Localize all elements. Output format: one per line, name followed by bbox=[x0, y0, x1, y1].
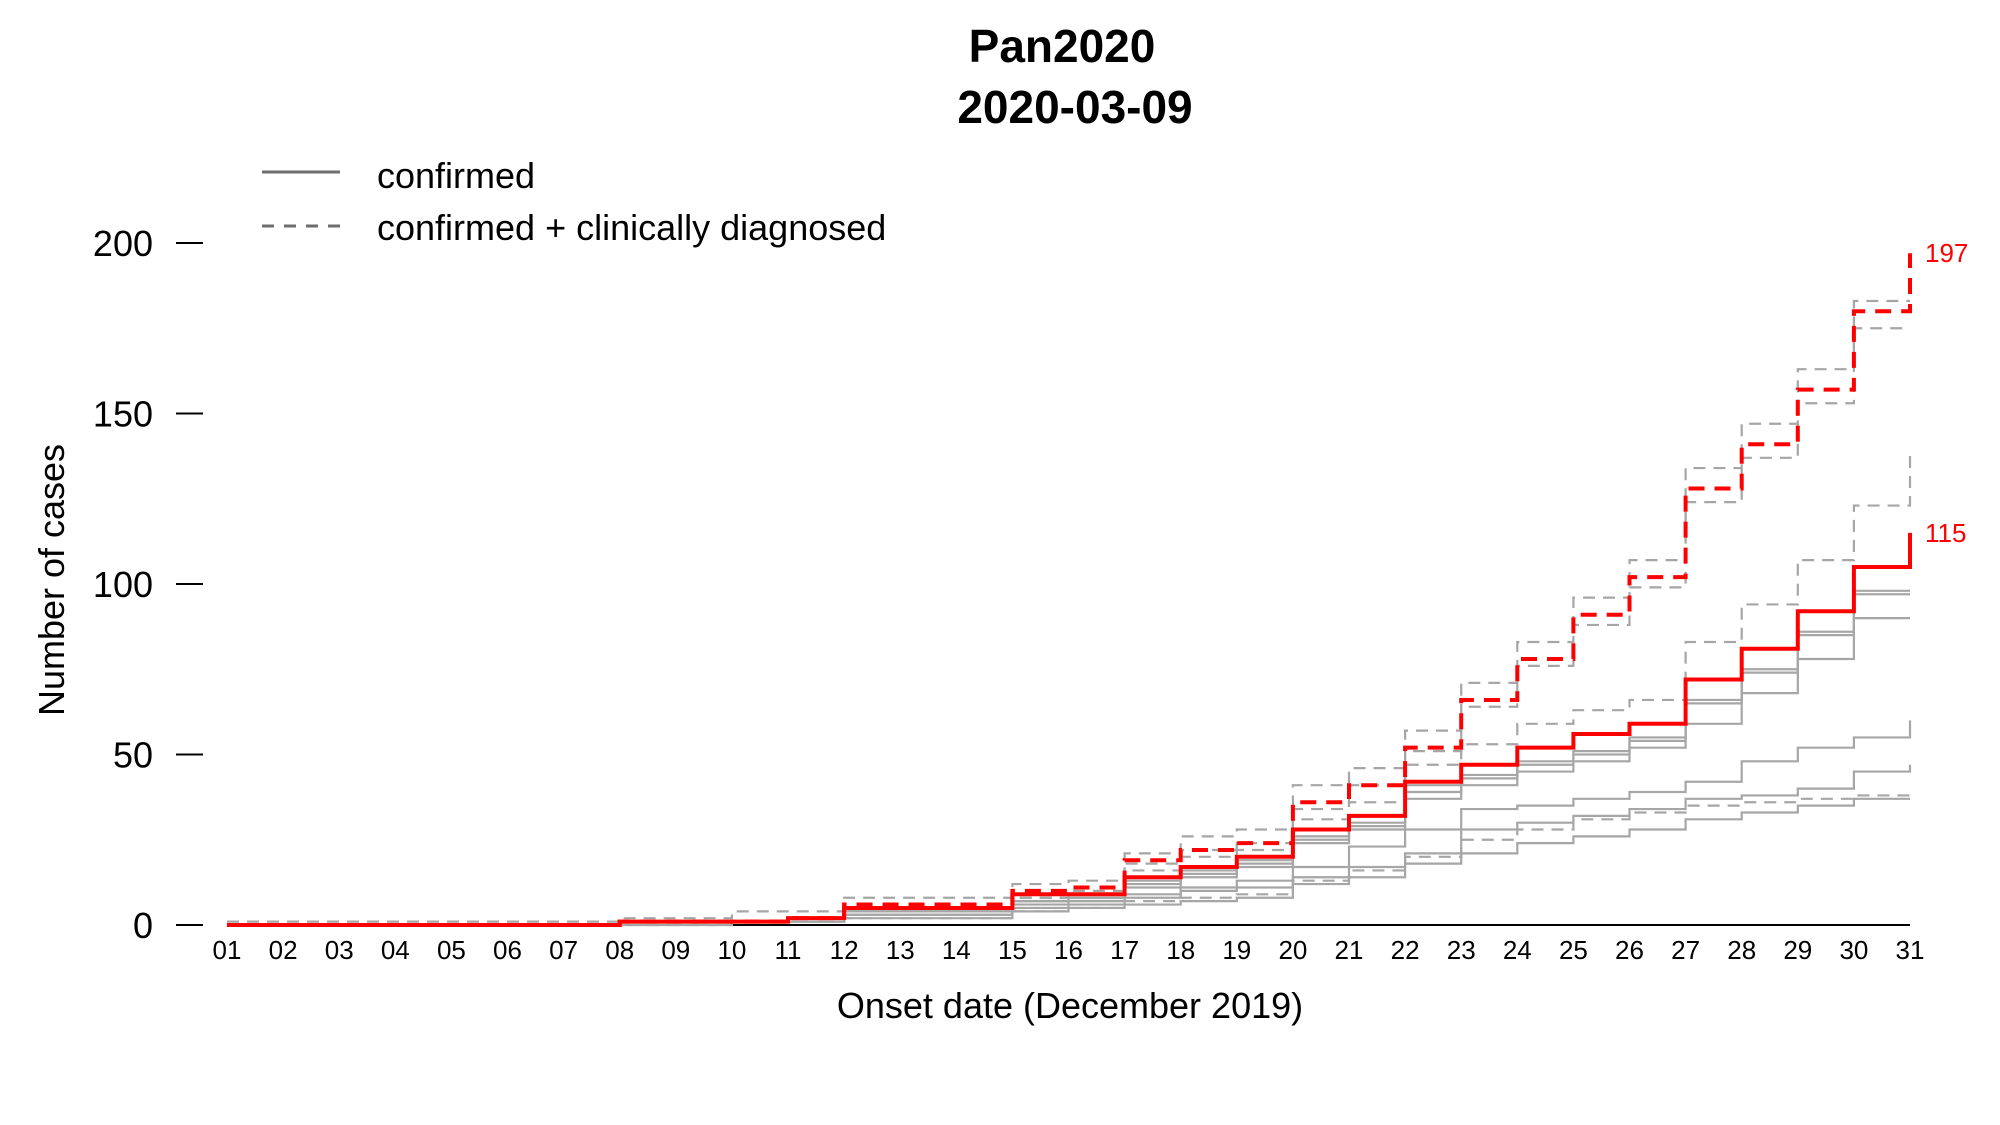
chart-subtitle: 2020-03-09 bbox=[957, 81, 1192, 133]
x-tick-label: 14 bbox=[942, 935, 971, 965]
x-tick-label: 13 bbox=[886, 935, 915, 965]
x-tick-label: 23 bbox=[1447, 935, 1476, 965]
x-tick-label: 19 bbox=[1222, 935, 1251, 965]
x-tick-label: 21 bbox=[1335, 935, 1364, 965]
legend: confirmed confirmed + clinically diagnos… bbox=[262, 155, 886, 248]
x-tick-label: 20 bbox=[1278, 935, 1307, 965]
y-axis: 0 50 100 150 200 bbox=[93, 223, 203, 946]
x-tick-label: 22 bbox=[1391, 935, 1420, 965]
legend-label-confirmed: confirmed bbox=[377, 155, 535, 196]
x-tick-label: 30 bbox=[1839, 935, 1868, 965]
x-tick-label: 17 bbox=[1110, 935, 1139, 965]
x-tick-label: 04 bbox=[381, 935, 410, 965]
y-tick-label: 0 bbox=[133, 905, 153, 946]
x-tick-label: 12 bbox=[830, 935, 859, 965]
highlight-dashed-line bbox=[227, 253, 1912, 927]
x-axis: 01 02 03 04 05 06 07 08 09 10 11 12 13 14 15 16 17 18 19 20… bbox=[213, 924, 1925, 965]
x-tick-label: 28 bbox=[1727, 935, 1756, 965]
x-tick-label: 27 bbox=[1671, 935, 1700, 965]
y-tick-label: 50 bbox=[113, 735, 153, 776]
x-tick-label: 24 bbox=[1503, 935, 1532, 965]
highlight-series bbox=[227, 253, 1912, 927]
background-solid-line bbox=[227, 593, 1910, 927]
x-tick-label: 31 bbox=[1896, 935, 1925, 965]
background-dashed-line bbox=[227, 451, 1912, 927]
background-series bbox=[227, 299, 1912, 927]
x-tick-label: 08 bbox=[605, 935, 634, 965]
x-tick-label: 26 bbox=[1615, 935, 1644, 965]
chart-title: Pan2020 bbox=[969, 20, 1156, 72]
background-solid-line bbox=[227, 589, 1910, 927]
x-tick-label: 11 bbox=[775, 935, 802, 965]
x-tick-label: 09 bbox=[661, 935, 690, 965]
x-tick-label: 03 bbox=[325, 935, 354, 965]
end-labels: 197 115 bbox=[1925, 238, 1968, 548]
highlight-solid-line bbox=[227, 532, 1912, 927]
y-tick-label: 100 bbox=[93, 564, 153, 605]
end-value-label: 197 bbox=[1925, 238, 1968, 268]
x-tick-label: 25 bbox=[1559, 935, 1588, 965]
y-tick-label: 200 bbox=[93, 223, 153, 264]
x-tick-label: 02 bbox=[269, 935, 298, 965]
x-tick-label: 29 bbox=[1783, 935, 1812, 965]
x-tick-label: 07 bbox=[549, 935, 578, 965]
end-value-label: 115 bbox=[1925, 518, 1966, 548]
x-tick-label: 10 bbox=[717, 935, 746, 965]
x-tick-label: 06 bbox=[493, 935, 522, 965]
x-axis-label: Onset date (December 2019) bbox=[837, 985, 1303, 1026]
background-solid-line bbox=[227, 617, 1910, 927]
legend-label-confirmed-clinically: confirmed + clinically diagnosed bbox=[377, 207, 886, 248]
y-axis-label: Number of cases bbox=[31, 444, 72, 716]
x-tick-label: 18 bbox=[1166, 935, 1195, 965]
background-dashed-line bbox=[227, 299, 1910, 923]
x-tick-label: 15 bbox=[998, 935, 1027, 965]
x-tick-label: 01 bbox=[213, 935, 242, 965]
x-tick-label: 05 bbox=[437, 935, 466, 965]
y-tick-label: 150 bbox=[93, 394, 153, 435]
x-tick-label: 16 bbox=[1054, 935, 1083, 965]
background-dashed-line bbox=[227, 794, 1910, 927]
background-dashed-line bbox=[227, 327, 1910, 927]
